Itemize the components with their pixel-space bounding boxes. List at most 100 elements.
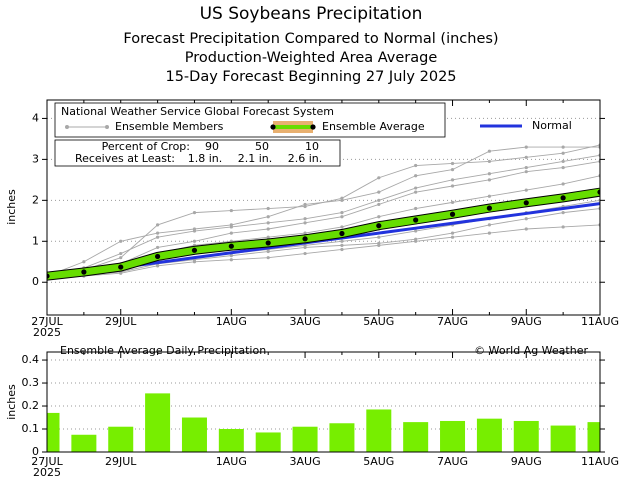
member-point	[266, 221, 270, 225]
member-point	[229, 231, 233, 235]
member-point	[119, 271, 123, 275]
member-point	[561, 165, 565, 170]
average-point	[413, 217, 419, 223]
member-point	[156, 235, 160, 239]
average-point	[449, 211, 456, 217]
average-point	[560, 195, 566, 201]
member-point	[266, 256, 270, 260]
subtitle: Production-Weighted Area Average	[185, 50, 438, 66]
member-point	[266, 235, 270, 239]
x-tick-label: 5AUG	[363, 455, 394, 468]
member-point	[340, 198, 344, 202]
credit: © World Ag Weather	[474, 344, 588, 357]
member-point	[524, 165, 528, 170]
member-point	[524, 170, 528, 174]
crop-percent: 10	[305, 140, 319, 153]
legend-swatch	[105, 125, 109, 129]
legend-swatch	[65, 125, 69, 129]
x-tick-label: 1AUG	[216, 455, 247, 468]
bar	[47, 412, 60, 452]
bar	[329, 423, 355, 452]
member-point	[524, 217, 528, 221]
member-point	[450, 200, 455, 204]
y-tick-label: 2	[32, 193, 39, 206]
bar	[476, 418, 502, 452]
member-point	[340, 215, 344, 219]
y-tick-label: 4	[32, 111, 39, 124]
member-point	[524, 155, 528, 159]
average-line	[47, 188, 600, 280]
member-point	[561, 151, 565, 155]
x-tick-label: 7AUG	[437, 315, 468, 328]
member-point	[303, 217, 307, 221]
plot	[47, 393, 600, 452]
legend-swatch	[270, 124, 276, 130]
average-point	[228, 243, 234, 249]
member-point	[561, 145, 565, 149]
chart-title: US Soybeans Precipitation	[200, 4, 423, 24]
source-label: National Weather Service Global Forecast…	[61, 105, 334, 118]
member-point	[524, 227, 528, 231]
member-point	[340, 239, 344, 243]
member-point	[156, 231, 160, 235]
bar	[181, 417, 207, 452]
x-tick-label: 11AUG	[581, 315, 619, 328]
subtitle: Forecast Precipitation Compared to Norma…	[123, 31, 498, 47]
member-line	[47, 224, 600, 278]
y-tick-label: 0.1	[22, 422, 40, 435]
member-point	[82, 260, 86, 264]
y-axis-label: inches	[5, 384, 18, 420]
x-tick-label: 29JUL	[105, 455, 137, 468]
member-point	[450, 235, 455, 239]
y-tick-label: 1	[32, 234, 39, 247]
x-tick-label: 27JUL	[31, 455, 63, 468]
crop-table-row-label: Receives at Least:	[75, 152, 175, 165]
member-point	[156, 264, 160, 268]
average-point	[486, 205, 492, 211]
member-line	[47, 160, 600, 277]
member-point	[450, 184, 455, 188]
bar	[587, 422, 600, 452]
average-point	[265, 240, 271, 246]
member-point	[524, 145, 528, 149]
member-line	[47, 146, 600, 277]
member-point	[303, 202, 307, 207]
bar	[71, 434, 97, 452]
member-point	[377, 243, 381, 247]
member-point	[377, 235, 381, 239]
member-point	[229, 254, 233, 258]
member-point	[414, 229, 418, 233]
member-point	[377, 176, 381, 180]
bar	[550, 425, 576, 452]
member-point	[340, 247, 344, 252]
member-point	[414, 190, 418, 194]
y-tick-label: 0	[32, 275, 39, 288]
bar	[440, 420, 466, 452]
member-point	[266, 215, 270, 219]
bar	[403, 422, 429, 452]
bar	[292, 426, 318, 452]
crop-table-row-label: Percent of Crop:	[102, 140, 190, 153]
member-point	[414, 163, 418, 168]
member-point	[340, 243, 344, 247]
y-tick-label: 0.3	[22, 376, 40, 389]
member-point	[487, 149, 491, 153]
member-point	[377, 198, 381, 202]
member-point	[229, 258, 233, 262]
member-point	[266, 206, 270, 211]
member-point	[192, 260, 197, 264]
crop-amount: 1.8 in.	[188, 152, 223, 165]
plot-frame	[46, 99, 601, 316]
member-point	[561, 182, 565, 186]
member-point	[266, 227, 270, 231]
x-tick-label: 1AUG	[216, 315, 247, 328]
legend-swatch	[310, 124, 316, 130]
crop-percent: 90	[205, 140, 219, 153]
bar	[366, 409, 392, 452]
x-tick-label: 7AUG	[437, 455, 468, 468]
average-point	[81, 269, 87, 275]
member-point	[561, 159, 565, 164]
average-point	[339, 230, 345, 237]
member-point	[414, 239, 418, 243]
